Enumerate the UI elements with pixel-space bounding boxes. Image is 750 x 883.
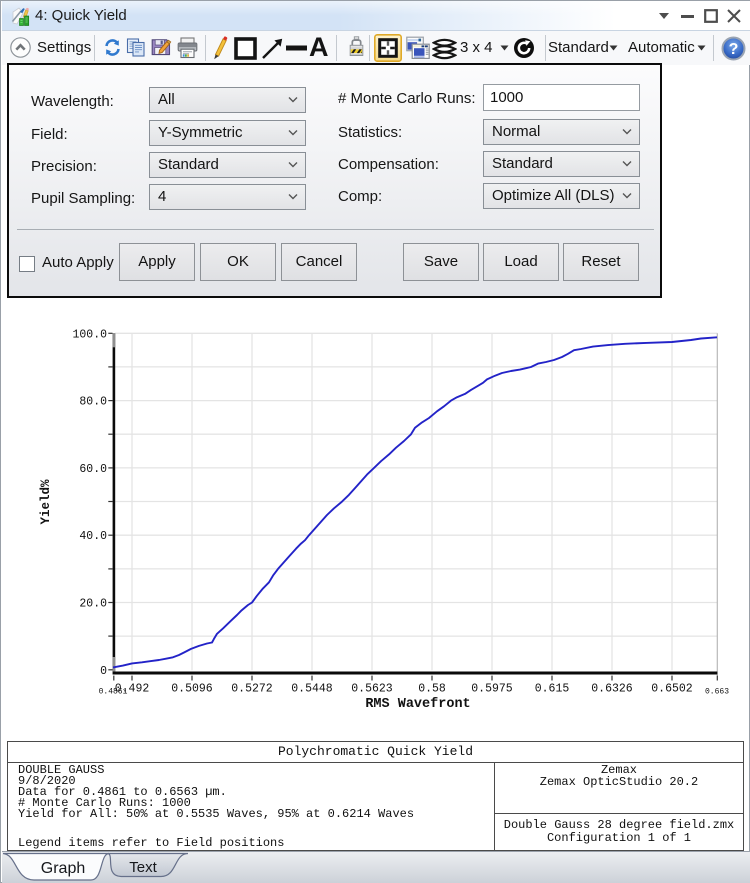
svg-text:60.0: 60.0 bbox=[79, 463, 107, 476]
svg-text:Yield%: Yield% bbox=[39, 479, 53, 525]
svg-text:Text: Text bbox=[129, 859, 157, 876]
svg-text:Graph: Graph bbox=[41, 860, 85, 877]
svg-text:20.0: 20.0 bbox=[79, 598, 107, 611]
svg-text:0.4861: 0.4861 bbox=[99, 688, 128, 697]
svg-text:0.6502: 0.6502 bbox=[651, 683, 693, 696]
svg-text:0.5623: 0.5623 bbox=[351, 683, 393, 696]
svg-text:0.5096: 0.5096 bbox=[171, 683, 213, 696]
svg-text:0.5448: 0.5448 bbox=[291, 683, 333, 696]
svg-text:0.492: 0.492 bbox=[115, 683, 150, 696]
svg-text:0.5975: 0.5975 bbox=[471, 683, 513, 696]
svg-text:?: ? bbox=[729, 41, 739, 58]
svg-text:100.0: 100.0 bbox=[72, 328, 107, 341]
svg-text:0: 0 bbox=[100, 665, 107, 678]
svg-text:0.58: 0.58 bbox=[418, 683, 446, 696]
svg-text:0.5272: 0.5272 bbox=[231, 683, 273, 696]
svg-text:40.0: 40.0 bbox=[79, 530, 107, 543]
svg-text:0.663: 0.663 bbox=[705, 688, 729, 697]
svg-text:80.0: 80.0 bbox=[79, 396, 107, 409]
svg-text:0.615: 0.615 bbox=[535, 683, 570, 696]
svg-text:0.6326: 0.6326 bbox=[591, 683, 633, 696]
svg-text:RMS Wavefront: RMS Wavefront bbox=[365, 697, 470, 712]
